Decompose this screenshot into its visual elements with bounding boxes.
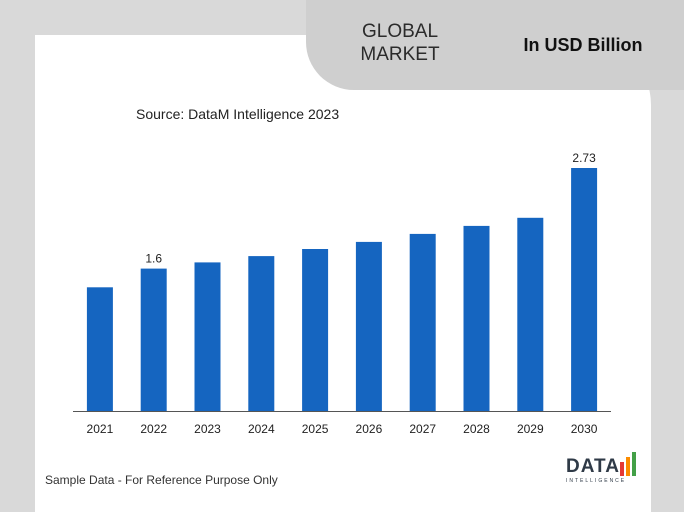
unit-label: In USD Billion [523, 35, 643, 55]
logo-bars-icon [620, 452, 636, 476]
data-label-2030: 2.73 [572, 151, 596, 165]
bar-2029 [517, 217, 544, 411]
bar-2026 [355, 241, 382, 411]
x-tick-label-2023: 2023 [194, 422, 221, 436]
x-tick-label-2027: 2027 [409, 422, 436, 436]
datam-logo: DATA INTELLIGENCE [566, 448, 646, 492]
x-tick-label-2022: 2022 [140, 422, 167, 436]
x-tick-label-2025: 2025 [302, 422, 329, 436]
x-tick-label-2029: 2029 [517, 422, 544, 436]
logo-subtitle: INTELLIGENCE [566, 478, 627, 484]
bar-2027 [409, 233, 436, 411]
logo-bar-1 [620, 462, 624, 476]
bar-2028 [463, 225, 490, 411]
bar-2024 [248, 256, 275, 411]
bar-2021 [86, 287, 113, 411]
bar-2022 [140, 268, 167, 411]
market-title-line2: MARKET [360, 44, 440, 65]
footer-note: Sample Data - For Reference Purpose Only [45, 473, 278, 487]
logo-bar-2 [626, 457, 630, 476]
logo-bar-3 [632, 452, 636, 476]
source-text: Source: DataM Intelligence 2023 [136, 106, 340, 122]
chart-card [35, 35, 651, 512]
data-label-2022: 1.6 [145, 252, 162, 266]
header-banner [306, 0, 684, 90]
bar-2023 [194, 262, 221, 411]
logo-word: DATA [566, 456, 620, 477]
x-tick-label-2026: 2026 [356, 422, 383, 436]
bar-2025 [302, 249, 329, 411]
x-tick-label-2024: 2024 [248, 422, 275, 436]
x-tick-label-2028: 2028 [463, 422, 490, 436]
market-title: GLOBAL MARKET [330, 20, 470, 66]
x-tick-label-2021: 2021 [87, 422, 114, 436]
bar-2030 [571, 168, 598, 411]
market-title-line1: GLOBAL [361, 21, 439, 42]
x-tick-label-2030: 2030 [571, 422, 598, 436]
